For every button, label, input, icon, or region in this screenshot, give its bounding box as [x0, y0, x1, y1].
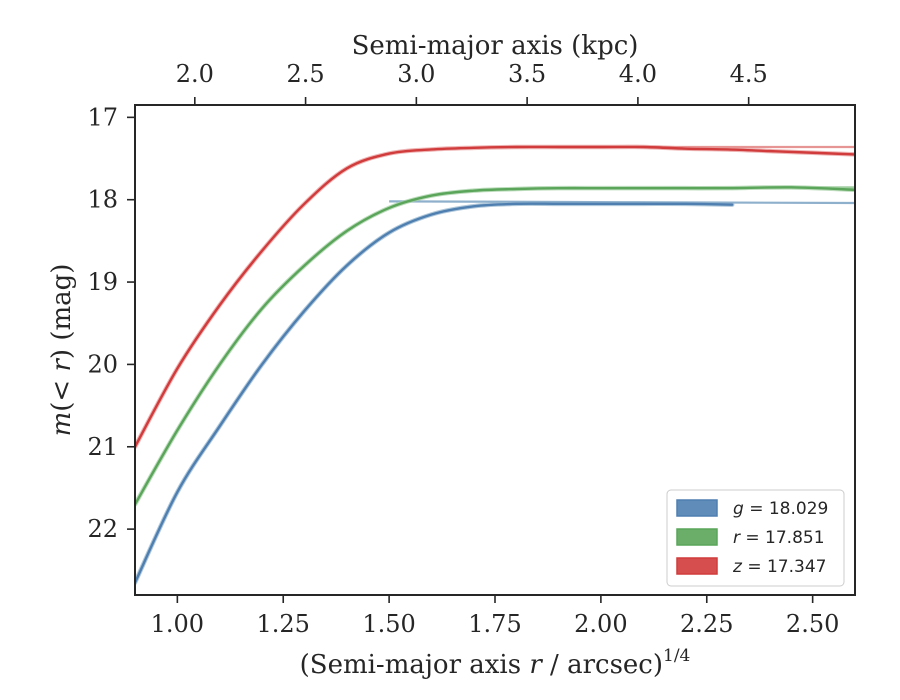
- legend-var: g: [733, 499, 744, 519]
- x-tick-label: 1.25: [257, 610, 310, 638]
- x-tick-label: 2.25: [680, 610, 733, 638]
- top-x-tick-label: 3.0: [397, 60, 435, 88]
- series-line-z: [135, 145, 855, 448]
- legend-var: z: [732, 557, 743, 577]
- x-axis-label-var: r: [529, 650, 543, 680]
- x-tick-label: 1.00: [151, 610, 204, 638]
- legend-value: = 18.029: [744, 499, 829, 519]
- y-axis-label-var-r: r: [47, 358, 77, 372]
- y-tick-label: 19: [87, 268, 118, 296]
- top-x-tick-label: 3.5: [508, 60, 546, 88]
- legend-var: r: [733, 528, 741, 548]
- y-tick-label: 17: [87, 103, 118, 131]
- top-x-tick-label: 2.0: [176, 60, 214, 88]
- top-x-axis: 2.0 2.5 3.0 3.5 4.0 4.5: [176, 60, 768, 105]
- model-layer: [389, 145, 855, 205]
- x-tick-label: 2.00: [574, 610, 627, 638]
- top-x-axis-label: Semi-major axis (kpc): [352, 31, 639, 61]
- series-band-g: [135, 201, 735, 585]
- series-band-r: [135, 185, 855, 507]
- y-axis: 17 18 19 20 21 22: [87, 103, 135, 543]
- y-tick-label: 20: [87, 350, 118, 378]
- series-line-g: [135, 202, 734, 584]
- x-axis-label-suffix: / arcsec): [542, 650, 663, 680]
- series-band-z: [135, 144, 855, 450]
- top-x-tick-label: 4.0: [619, 60, 657, 88]
- top-x-tick-label: 2.5: [286, 60, 324, 88]
- legend-swatch-z: [676, 557, 718, 575]
- y-tick-label: 21: [87, 433, 118, 461]
- y-axis-label-var-m: m: [47, 412, 77, 437]
- x-tick-label: 2.50: [786, 610, 839, 638]
- legend-value: = 17.851: [740, 528, 825, 548]
- y-axis-label-mid: (<: [47, 372, 77, 412]
- x-axis-label-sup: 1/4: [663, 646, 690, 666]
- x-axis-label: (Semi-major axis r / arcsec)1/4: [300, 646, 691, 680]
- y-tick-label: 18: [87, 186, 118, 214]
- top-x-tick-label: 4.5: [730, 60, 768, 88]
- y-axis-label: m(< r) (mag): [47, 264, 77, 437]
- legend-label-z: z = 17.347: [732, 557, 826, 577]
- legend-value: = 17.347: [742, 557, 827, 577]
- legend-label-g: g = 18.029: [733, 499, 828, 519]
- series-line-r: [135, 186, 855, 506]
- series-layer: [135, 144, 855, 585]
- x-tick-label: 1.50: [362, 610, 415, 638]
- y-axis-label-close: ) (mag): [47, 264, 77, 360]
- y-tick-label: 22: [87, 515, 118, 543]
- legend-swatch-g: [676, 499, 718, 517]
- bottom-x-axis: 1.00 1.25 1.50 1.75 2.00 2.25 2.50: [151, 595, 839, 638]
- legend-label-r: r = 17.851: [733, 528, 825, 548]
- x-axis-label-prefix: (Semi-major axis: [300, 650, 530, 680]
- legend-swatch-r: [676, 528, 718, 546]
- x-tick-label: 1.75: [468, 610, 521, 638]
